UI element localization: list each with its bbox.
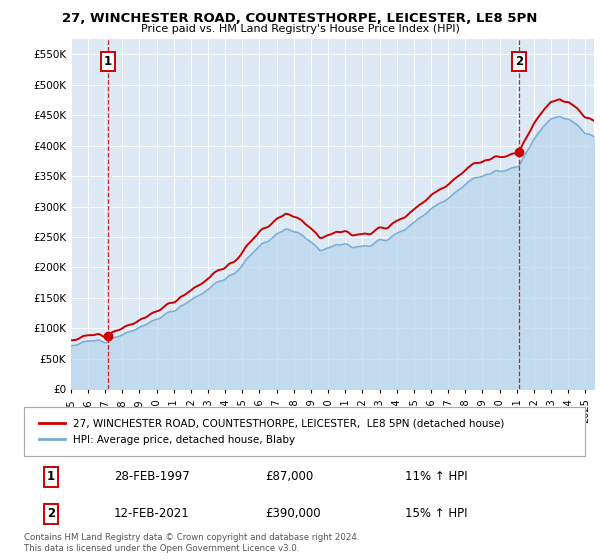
Text: 1: 1 bbox=[47, 470, 55, 483]
Text: 2: 2 bbox=[47, 507, 55, 520]
Text: 15% ↑ HPI: 15% ↑ HPI bbox=[406, 507, 468, 520]
Text: 28-FEB-1997: 28-FEB-1997 bbox=[114, 470, 190, 483]
Text: 12-FEB-2021: 12-FEB-2021 bbox=[114, 507, 190, 520]
Text: 27, WINCHESTER ROAD, COUNTESTHORPE, LEICESTER, LE8 5PN: 27, WINCHESTER ROAD, COUNTESTHORPE, LEIC… bbox=[62, 12, 538, 25]
Legend: 27, WINCHESTER ROAD, COUNTESTHORPE, LEICESTER,  LE8 5PN (detached house), HPI: A: 27, WINCHESTER ROAD, COUNTESTHORPE, LEIC… bbox=[35, 414, 509, 449]
Text: £87,000: £87,000 bbox=[265, 470, 313, 483]
Text: 1: 1 bbox=[104, 55, 112, 68]
Text: 2: 2 bbox=[515, 55, 523, 68]
Text: Contains HM Land Registry data © Crown copyright and database right 2024.
This d: Contains HM Land Registry data © Crown c… bbox=[24, 533, 359, 553]
Text: 11% ↑ HPI: 11% ↑ HPI bbox=[406, 470, 468, 483]
Text: Price paid vs. HM Land Registry's House Price Index (HPI): Price paid vs. HM Land Registry's House … bbox=[140, 24, 460, 34]
Text: £390,000: £390,000 bbox=[265, 507, 321, 520]
